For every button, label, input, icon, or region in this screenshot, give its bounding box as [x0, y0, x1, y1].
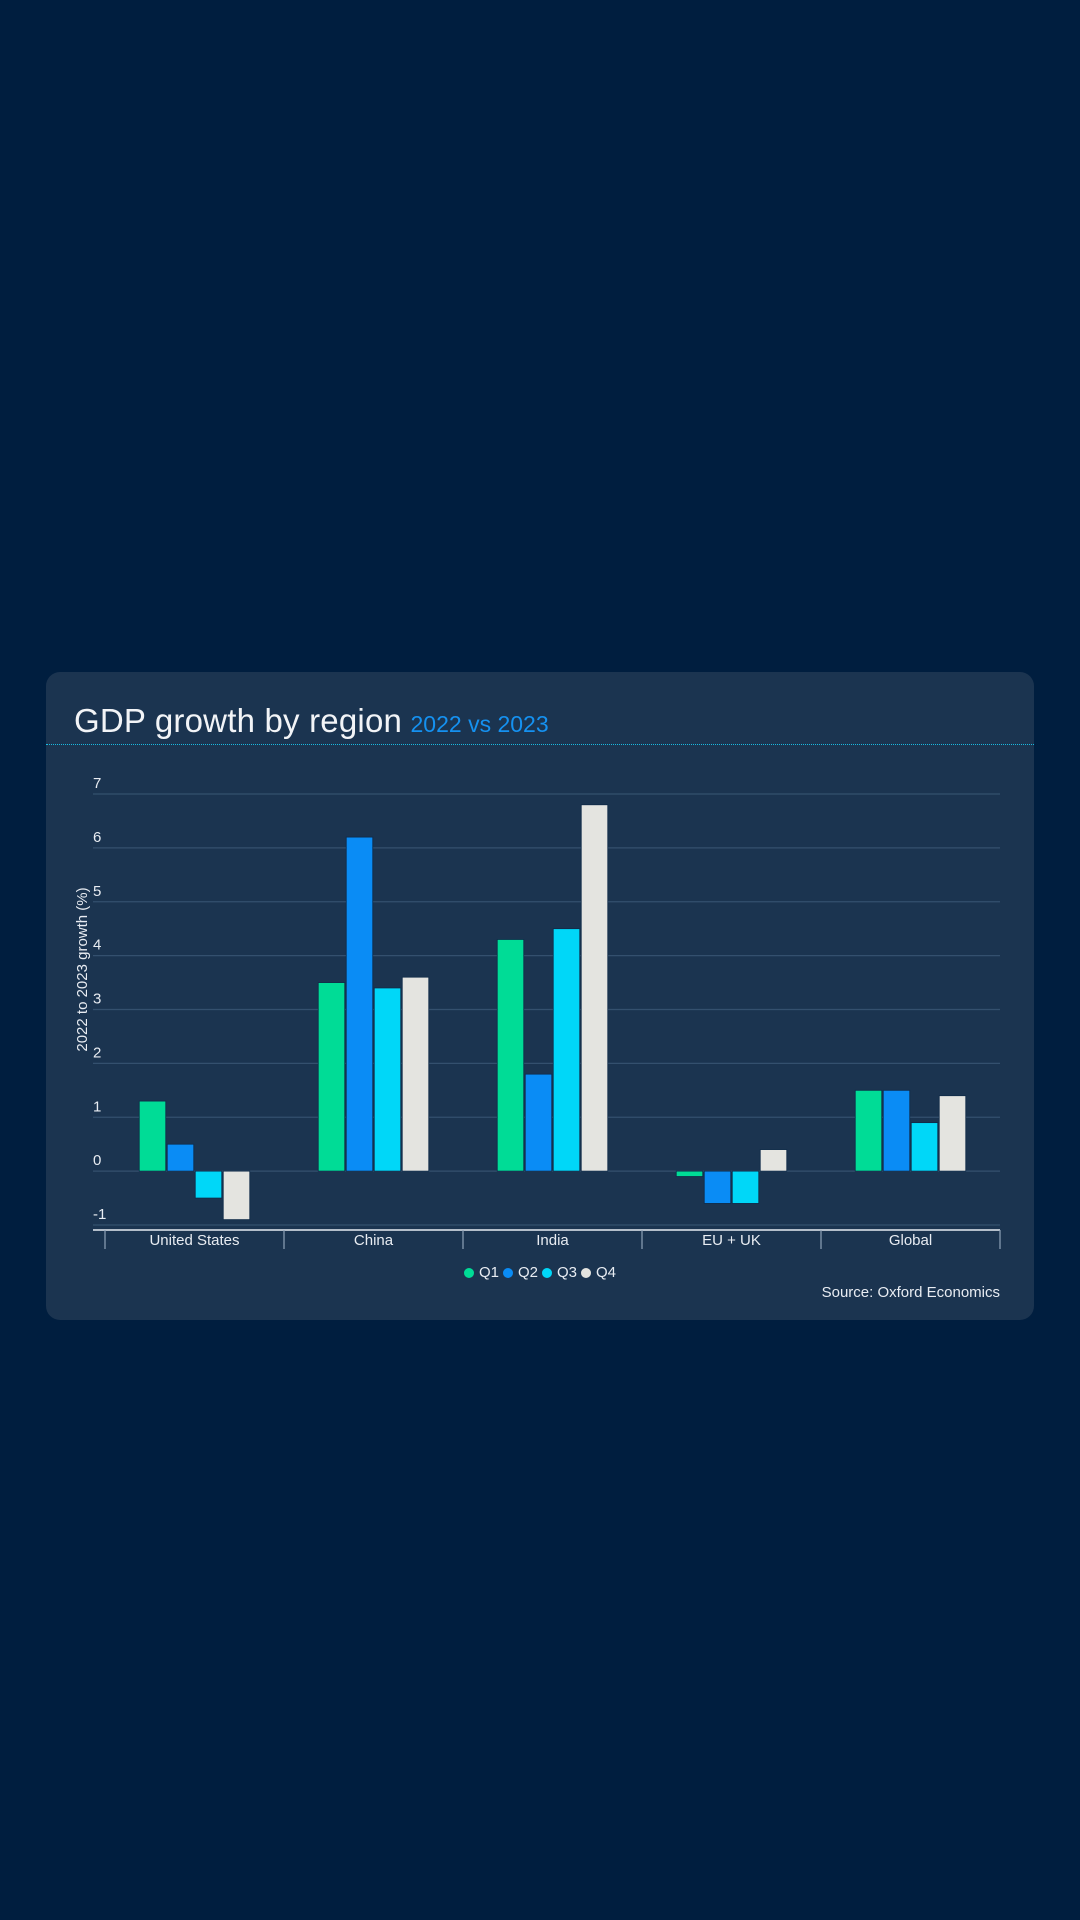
- bar-q4: [401, 976, 430, 1172]
- y-tick-label: 6: [93, 829, 101, 846]
- legend-label: Q3: [557, 1264, 578, 1281]
- y-tick-label: 5: [93, 883, 101, 900]
- chart-title: GDP growth by region: [74, 702, 403, 739]
- legend-item-q4: Q4: [581, 1264, 616, 1281]
- legend-dot-icon: [542, 1267, 552, 1278]
- bar-group-global: [854, 1089, 967, 1172]
- header-divider: [46, 744, 1034, 745]
- bar-q1: [675, 1170, 704, 1177]
- legend-item-q1: Q1: [463, 1264, 499, 1281]
- chart-card: GDP growth by region 2022 vs 2023 -1 0 1 2 3…: [46, 672, 1034, 1320]
- bar-q2: [703, 1170, 732, 1204]
- legend: Q1 Q2 Q3 Q4: [46, 1264, 1034, 1282]
- y-axis-label: 2022 to 2023 growth (%): [74, 887, 91, 1051]
- bar-q4: [938, 1095, 967, 1172]
- x-tick-label: EU + UK: [702, 1232, 761, 1249]
- legend-item-q3: Q3: [542, 1264, 577, 1281]
- legend-dot-icon: [502, 1267, 513, 1278]
- y-tick-label: 2: [93, 1044, 101, 1061]
- chart-header: GDP growth by region 2022 vs 2023: [74, 702, 549, 740]
- bar-q3: [910, 1122, 939, 1172]
- y-tick-label: 7: [93, 775, 101, 792]
- legend-label: Q4: [596, 1264, 617, 1281]
- x-tick-label: United States: [149, 1232, 239, 1249]
- bars: [138, 804, 967, 1221]
- legend-dot-icon: [581, 1267, 592, 1278]
- bar-group-china: [317, 836, 430, 1172]
- bar-q2: [524, 1073, 553, 1172]
- bar-q1: [496, 939, 525, 1172]
- bar-q2: [166, 1143, 195, 1172]
- bar-chart: -1 0 1 2 3 4 5 6 7 2022 to 2023 growth (%) Unite…: [74, 775, 1001, 1249]
- gridlines: [93, 793, 1000, 1226]
- chart-subtitle: 2022 vs 2023: [410, 711, 549, 737]
- source-note: Source: Oxford Economics: [821, 1284, 1000, 1301]
- bar-q1: [317, 982, 346, 1172]
- y-tick-label: 3: [93, 991, 101, 1008]
- x-tick-label: Global: [889, 1232, 932, 1249]
- legend-label: Q2: [517, 1264, 538, 1281]
- bar-q4: [580, 804, 609, 1172]
- legend-label: Q1: [478, 1264, 499, 1281]
- bar-q3: [194, 1170, 223, 1199]
- y-tick-label: 0: [93, 1152, 101, 1169]
- x-tick-label: India: [536, 1232, 569, 1249]
- bar-q2: [345, 836, 374, 1172]
- bar-q4: [759, 1149, 788, 1172]
- x-axis: United States China India EU + UK Global: [93, 1229, 1001, 1249]
- y-tick-label: 1: [93, 1098, 101, 1115]
- bar-q1: [138, 1100, 167, 1172]
- bar-q1: [854, 1089, 883, 1172]
- y-tick-label: 4: [93, 937, 101, 954]
- bar-q2: [882, 1089, 911, 1172]
- bar-group-india: [496, 804, 609, 1172]
- y-axis-ticks: -1 0 1 2 3 4 5 6 7: [93, 775, 106, 1223]
- bar-q3: [731, 1170, 760, 1204]
- bar-group-united-states: [138, 1100, 251, 1221]
- bar-group-eu-uk: [675, 1149, 788, 1204]
- bar-q3: [552, 928, 581, 1172]
- legend-dot-icon: [463, 1267, 474, 1278]
- bar-q3: [373, 987, 402, 1172]
- x-tick-label: China: [354, 1232, 394, 1249]
- legend-item-q2: Q2: [502, 1264, 538, 1281]
- y-tick-label: -1: [93, 1206, 106, 1223]
- bar-q4: [222, 1170, 251, 1221]
